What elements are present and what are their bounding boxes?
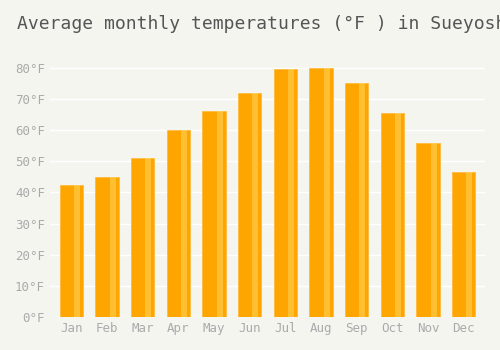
Bar [110, 177, 116, 317]
Bar [360, 83, 366, 317]
Bar [181, 130, 187, 317]
Bar [345, 83, 368, 317]
Bar [310, 68, 332, 317]
Bar [452, 172, 475, 317]
Bar [324, 68, 330, 317]
Bar [217, 111, 222, 317]
Bar [60, 185, 83, 317]
Bar [146, 158, 152, 317]
Title: Average monthly temperatures (°F ) in Sueyoshi: Average monthly temperatures (°F ) in Su… [18, 15, 500, 33]
Bar [131, 158, 154, 317]
Bar [288, 69, 294, 317]
Bar [466, 172, 472, 317]
Bar [380, 113, 404, 317]
Bar [274, 69, 297, 317]
Bar [74, 185, 80, 317]
Bar [252, 93, 258, 317]
Bar [166, 130, 190, 317]
Bar [202, 111, 226, 317]
Bar [96, 177, 118, 317]
Bar [238, 93, 261, 317]
Bar [431, 142, 436, 317]
Bar [416, 142, 440, 317]
Bar [395, 113, 401, 317]
